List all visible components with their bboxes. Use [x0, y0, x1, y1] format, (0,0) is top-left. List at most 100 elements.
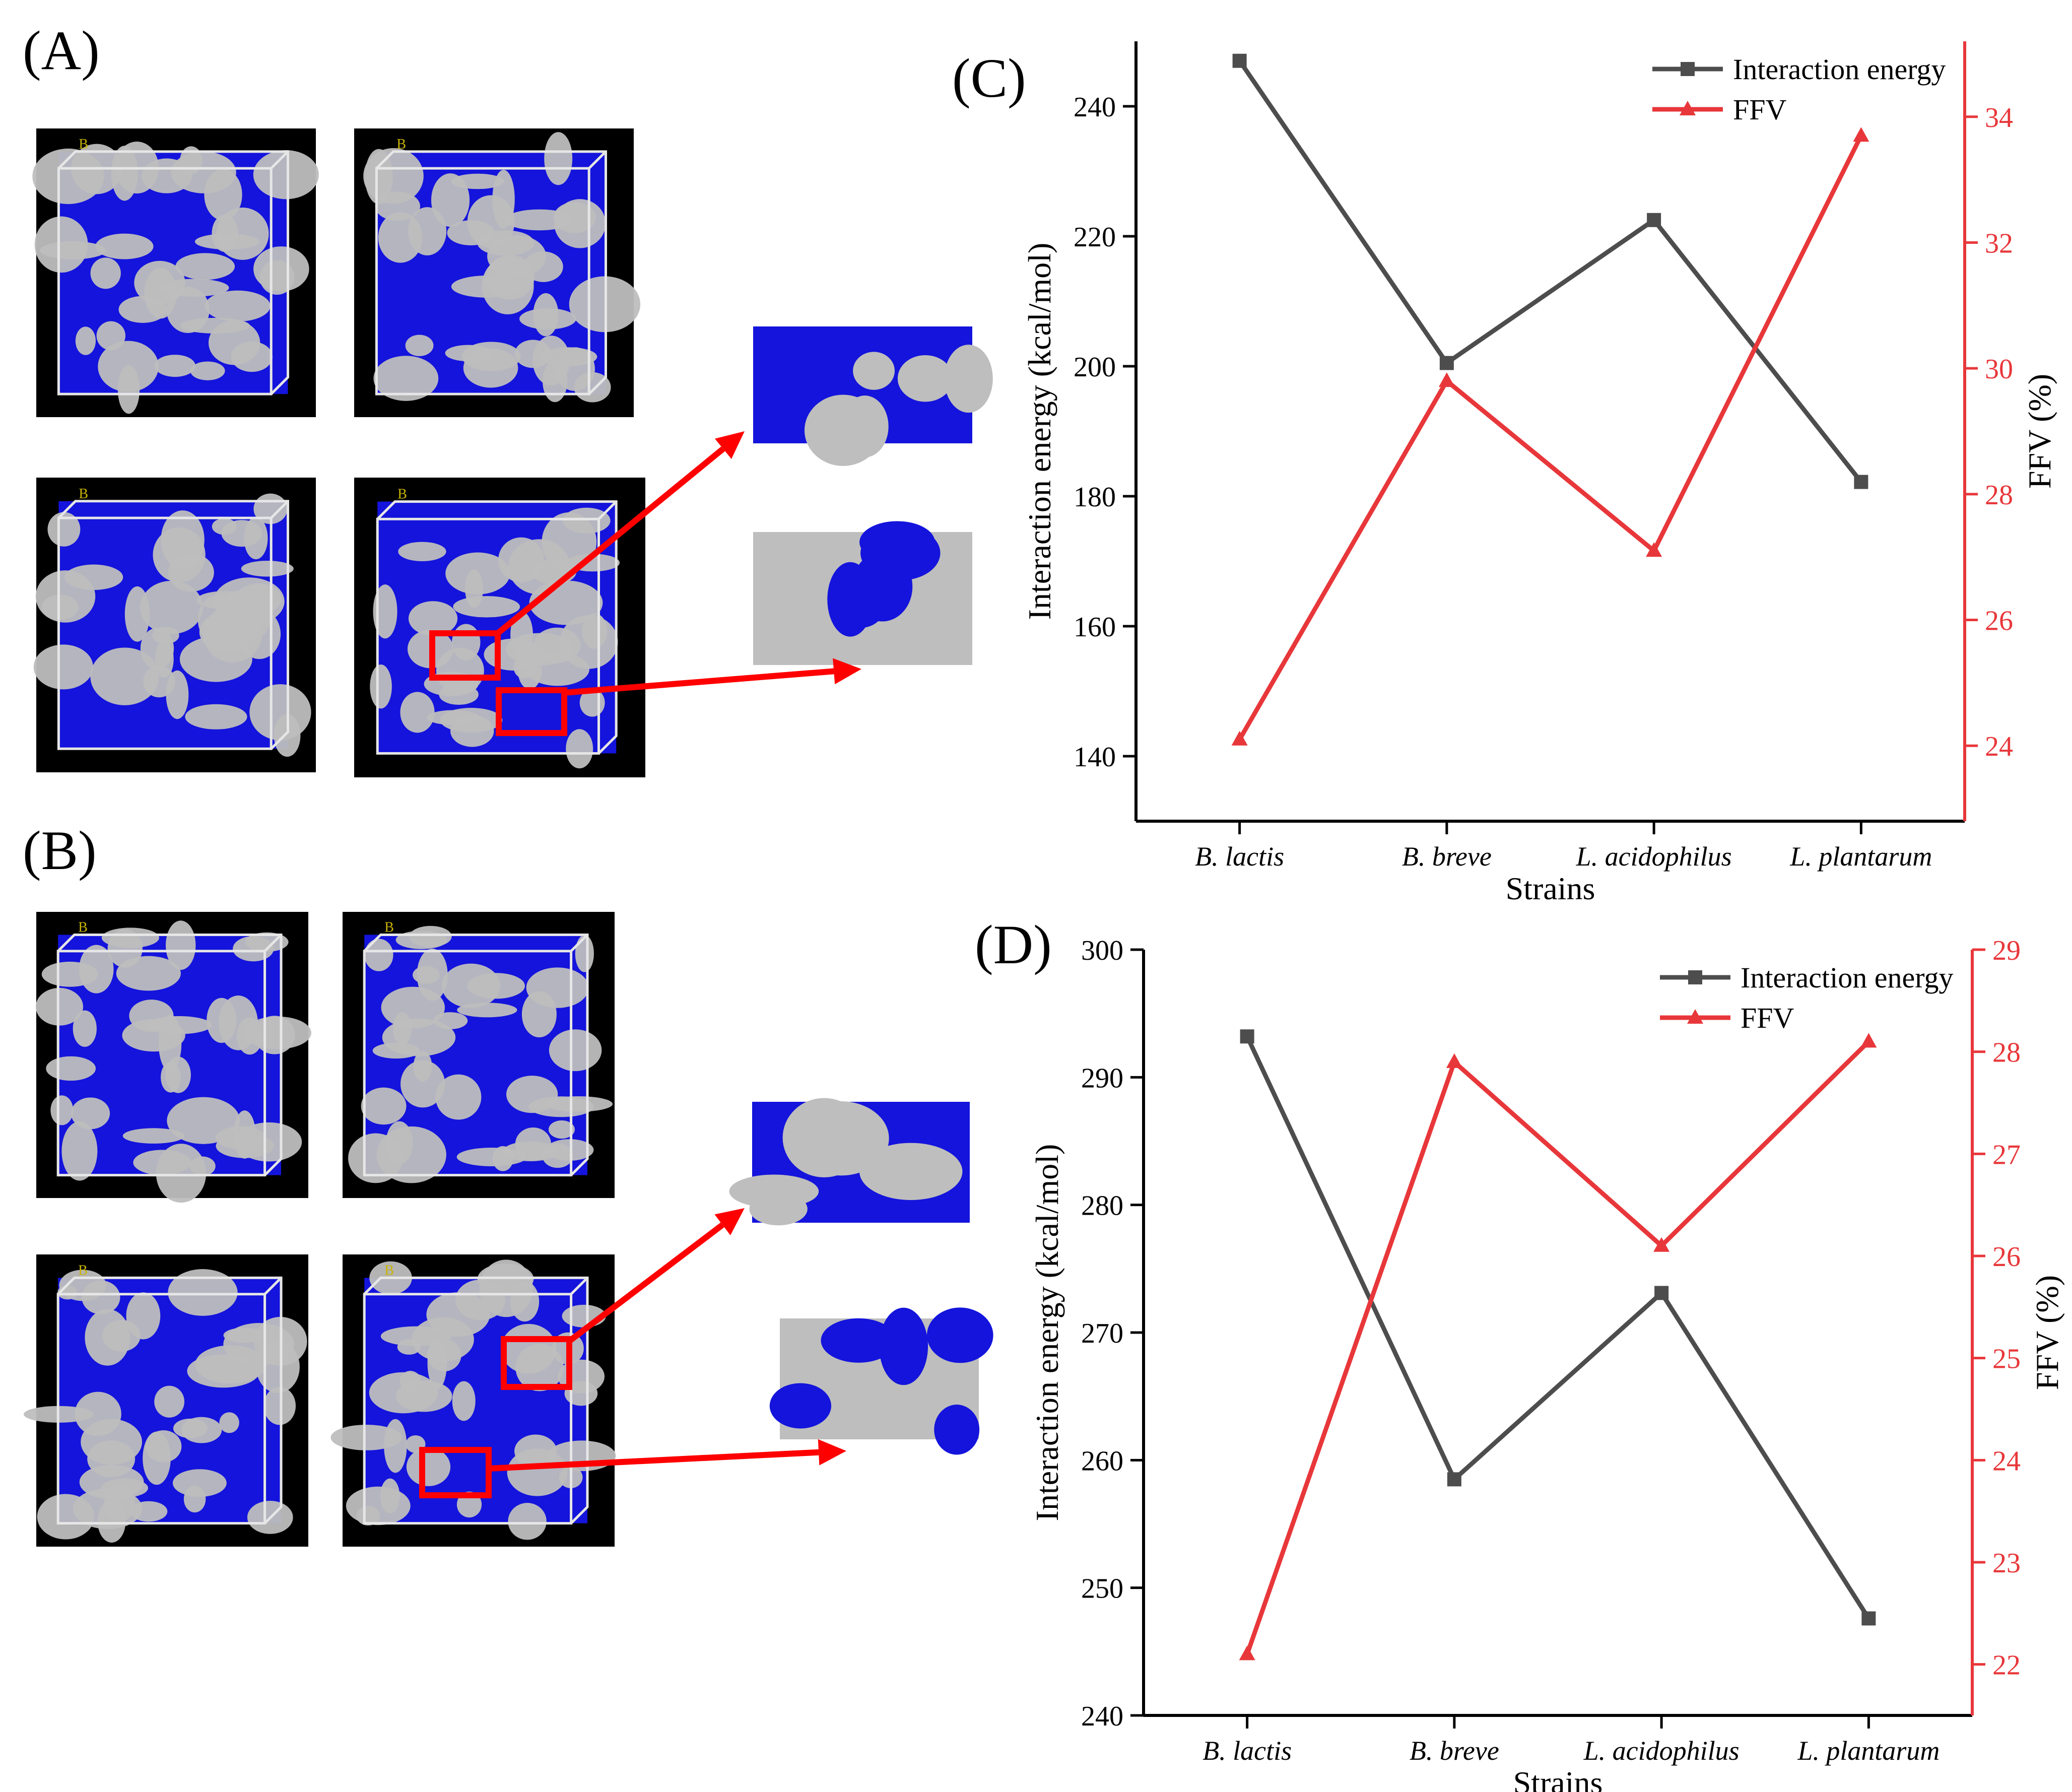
pore-blob [274, 714, 301, 757]
cube-front-edge [363, 950, 573, 1177]
pore-blob [544, 132, 573, 185]
zoom-blob [853, 352, 895, 390]
cube-axis-label: B [78, 919, 88, 935]
pore-blob [435, 1074, 482, 1120]
pore-blob [212, 215, 238, 252]
cube-corner-edge [263, 1277, 282, 1295]
pore-blob [453, 596, 520, 618]
pore-blob [477, 230, 534, 256]
y-tick-label: 180 [1074, 482, 1116, 513]
y2-axis-title: FFV (%) [2022, 374, 2057, 489]
pore-blob [129, 1000, 174, 1032]
pore-blob [373, 584, 397, 639]
y-tick-label: 240 [1074, 92, 1116, 123]
series-line-energy [1237, 59, 1863, 484]
data-point-ffv [1438, 372, 1455, 387]
cube-corner-edge [570, 1277, 588, 1295]
pore-blob [526, 967, 589, 1008]
pore-blob [380, 1478, 400, 1513]
pore-blob [116, 956, 181, 991]
pore-blob [253, 246, 309, 292]
y2-tick-label: 25 [1992, 1344, 2021, 1375]
y-tick-label: 160 [1074, 612, 1116, 643]
pore-blob [46, 1056, 96, 1081]
data-point-energy [1647, 213, 1661, 227]
y2-tick-label: 29 [1992, 935, 2021, 966]
snapshot-b2: B [343, 912, 615, 1198]
cube-axis-label: B [384, 1263, 394, 1278]
cube-front-edge [376, 517, 600, 755]
pore-blob [172, 1469, 227, 1497]
data-point-energy [1240, 1029, 1254, 1044]
pore-blob [181, 1417, 222, 1443]
cube-front-edge [57, 516, 273, 750]
y2-tick-label: 30 [1985, 354, 2013, 385]
y2-tick-label: 28 [1985, 480, 2013, 511]
cube-front-edge [375, 167, 590, 395]
callout-box-a2 [496, 687, 567, 736]
data-point-ffv [1239, 1645, 1255, 1661]
pore-blob [165, 920, 196, 970]
y-tick-label: 250 [1081, 1573, 1123, 1605]
pore-blob [171, 151, 236, 193]
y2-tick-label: 34 [1985, 102, 2013, 134]
data-point-energy [1232, 53, 1247, 68]
pore-blob [140, 580, 203, 634]
zoom-a-bottom [753, 521, 972, 665]
pore-blob [373, 356, 439, 401]
series-line-ffv [1245, 1040, 1870, 1655]
pore-blob [427, 1336, 447, 1389]
pore-blob [81, 1419, 142, 1465]
x-axis-title: Strains [1513, 1765, 1603, 1792]
data-point-ffv [1231, 731, 1248, 746]
pore-blob [525, 652, 589, 686]
pore-blob [395, 931, 448, 949]
zoom-blob [934, 1405, 980, 1455]
y2-tick-label: 23 [1992, 1548, 2021, 1579]
pore-blob [205, 290, 271, 322]
y-tick-label: 240 [1081, 1701, 1123, 1732]
pore-blob [71, 1097, 110, 1130]
x-tick-label: L. acidophilus [1576, 841, 1732, 872]
zoom-b-bottom [769, 1307, 993, 1455]
pore-blob [508, 1503, 547, 1540]
y2-tick-label: 24 [1985, 731, 2013, 762]
pore-blob [133, 1150, 191, 1175]
legend-label: Interaction energy [1733, 53, 1946, 86]
pore-blob [356, 1506, 380, 1526]
cube-axis-label: B [79, 486, 88, 502]
pore-blob [406, 1447, 451, 1486]
data-point-ffv [1653, 1237, 1670, 1252]
cube-axis-label: B [79, 137, 88, 152]
x-tick-label: B. breve [1402, 841, 1492, 872]
pore-blob [431, 173, 470, 227]
pore-blob [515, 1127, 552, 1161]
series-line-energy [1245, 1035, 1871, 1620]
data-point-energy [1439, 356, 1454, 370]
x-tick-label: L. plantarum [1789, 841, 1932, 872]
cube-corner-edge [270, 151, 289, 169]
pore-blob [237, 1017, 263, 1055]
pore-blob [187, 1354, 260, 1388]
pore-blob [219, 1412, 239, 1433]
zoom-blob [841, 395, 889, 457]
pore-blob [85, 1309, 130, 1366]
cube-front-edge [363, 1293, 573, 1525]
y-tick-label: 290 [1081, 1063, 1123, 1094]
legend-marker [1687, 1009, 1703, 1024]
zoom-blob [897, 355, 953, 402]
pore-blob [73, 1010, 97, 1047]
pore-blob [90, 257, 121, 289]
pore-blob [153, 527, 206, 582]
arrow-shaft [564, 668, 834, 696]
arrow-b1 [567, 1208, 745, 1344]
pore-blob [241, 560, 294, 577]
pore-blob [238, 609, 281, 659]
pore-blob [514, 1434, 557, 1468]
x-axis-title: Strains [1506, 871, 1595, 906]
pore-blob [41, 594, 79, 620]
pore-blob [398, 542, 446, 561]
pore-blob [61, 1121, 98, 1181]
pore-blob [369, 1372, 438, 1414]
pore-blob [505, 209, 574, 231]
